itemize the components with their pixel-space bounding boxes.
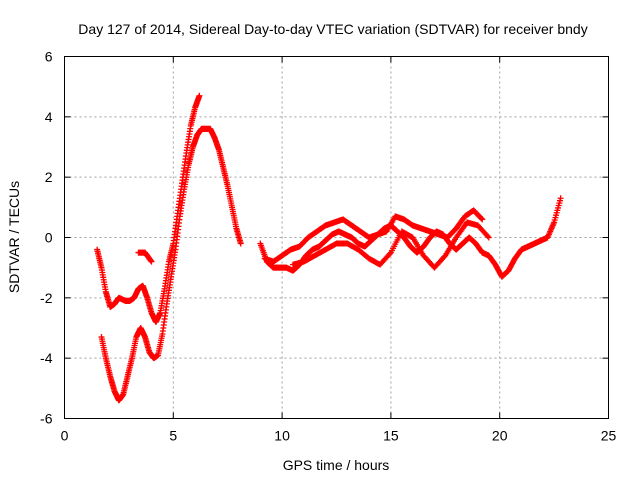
- y-axis-label: SDTVAR / TECUs: [6, 181, 22, 293]
- x-tick-label: 5: [169, 428, 177, 444]
- grid: [64, 56, 609, 419]
- data-point: [557, 195, 564, 202]
- data-point: [441, 253, 448, 260]
- y-tick-label: 4: [45, 109, 53, 125]
- y-tick-label: -4: [40, 350, 53, 366]
- data-marks: [94, 92, 564, 404]
- axis-ticks: 0 5 10 15 20 25 -6 -4 -2 0 2 4 6: [40, 49, 616, 444]
- data-point: [479, 216, 486, 223]
- data-point: [386, 250, 393, 257]
- x-tick-label: 0: [61, 428, 69, 444]
- y-tick-label: 2: [45, 169, 53, 185]
- y-tick-label: -2: [40, 290, 53, 306]
- data-point: [196, 92, 203, 99]
- data-point: [485, 234, 492, 241]
- data-point: [478, 215, 485, 222]
- data-point: [148, 258, 155, 265]
- data-point: [484, 233, 491, 240]
- data-point: [147, 257, 154, 264]
- y-tick-label: 6: [45, 49, 53, 65]
- y-tick-label: -6: [40, 411, 53, 427]
- chart-title: Day 127 of 2014, Sidereal Day-to-day VTE…: [78, 21, 587, 37]
- x-axis-label: GPS time / hours: [283, 457, 390, 473]
- x-tick-label: 25: [601, 428, 617, 444]
- x-tick-label: 10: [274, 428, 290, 444]
- x-tick-label: 15: [383, 428, 399, 444]
- data-point: [237, 240, 244, 247]
- x-tick-label: 20: [492, 428, 508, 444]
- y-tick-label: 0: [45, 230, 53, 246]
